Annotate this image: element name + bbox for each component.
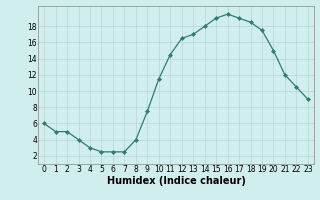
X-axis label: Humidex (Indice chaleur): Humidex (Indice chaleur) <box>107 176 245 186</box>
